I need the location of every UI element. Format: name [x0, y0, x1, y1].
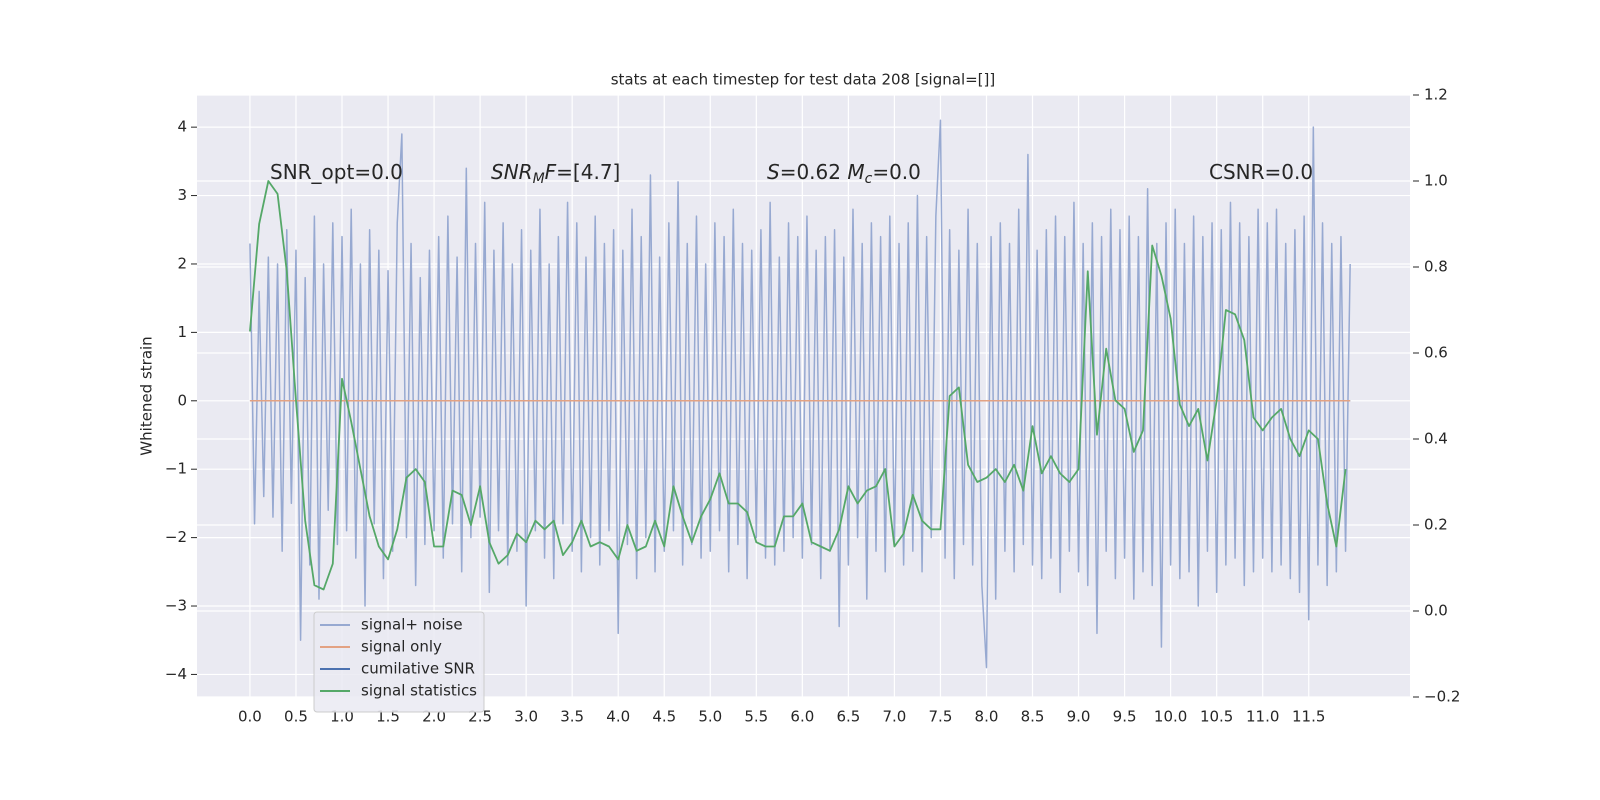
series-line: [249, 119, 1351, 669]
y-tick-label: −3: [165, 597, 187, 615]
y-tick-label: 2: [177, 254, 187, 272]
legend-label: signal only: [361, 638, 442, 656]
legend-label: cumilative SNR: [361, 660, 475, 678]
y-tick-label: 3: [177, 186, 187, 204]
y2-tick-label: 1.2: [1424, 86, 1448, 104]
x-tick-label: 11.5: [1292, 708, 1325, 726]
y2-tick-label: 0.2: [1424, 516, 1448, 534]
x-tick-label: 8.0: [975, 708, 999, 726]
legend-box: [313, 611, 485, 713]
annotation-part: CSNR=0.0: [1209, 160, 1313, 184]
y-tick-label: −1: [165, 460, 187, 478]
annotation-part: F=[4.7]: [545, 160, 621, 184]
y2-tick-label: 0.6: [1424, 344, 1448, 362]
legend-label: signal statistics: [361, 682, 477, 700]
annotation: S=0.62 Mc=0.0: [767, 160, 921, 188]
annotation-part: S: [767, 160, 780, 184]
y-tick-label: −4: [165, 665, 187, 683]
annotation-part: M: [533, 171, 545, 187]
y2-tick-label: −0.2: [1424, 688, 1460, 706]
annotation: CSNR=0.0: [1209, 160, 1313, 184]
annotation-part: SNR: [491, 160, 533, 184]
annotation-part-rest: =[4.7]: [556, 160, 620, 184]
legend: signal+ noise signal only cumilative SNR si…: [313, 611, 485, 713]
x-tick-label: 0.5: [284, 708, 308, 726]
y-tick-label: 0: [177, 391, 187, 409]
x-tick-label: 9.0: [1067, 708, 1091, 726]
x-tick-label: 7.0: [882, 708, 906, 726]
annotation-part-italic: F: [545, 160, 557, 184]
axes: 0.0 0.5 1.0 1.5 2.0 2.5 3.0 3.5 4.0 4.5 5.0 5.5 6.0 6…: [165, 86, 1461, 726]
x-tick-label: 4.0: [606, 708, 630, 726]
x-tick-label: 9.5: [1113, 708, 1137, 726]
annotation-part: =0.0: [872, 160, 921, 184]
x-tick-label: 0.0: [238, 708, 262, 726]
x-tick-label: 5.5: [744, 708, 768, 726]
y-tick-label: 4: [177, 118, 187, 136]
x-tick-label: 7.5: [929, 708, 953, 726]
annotation-part: SNR_opt=0.0: [270, 160, 403, 184]
legend-label: signal+ noise: [361, 616, 463, 634]
x-tick-label: 8.5: [1021, 708, 1045, 726]
annotations: SNR_opt=0.0 SNRMF=[4.7] S=0.62 Mc=0.0 CSNR=…: [270, 160, 1313, 188]
y-tick-label: 1: [177, 323, 187, 341]
x-tick-label: 4.5: [652, 708, 676, 726]
annotation-part: =0.62: [780, 160, 848, 184]
series-line: [249, 180, 1347, 591]
x-tick-label: 3.0: [514, 708, 538, 726]
x-tick-label: 3.5: [560, 708, 584, 726]
y2-tick-label: 1.0: [1424, 172, 1448, 190]
annotation-part: M: [847, 160, 864, 184]
x-tick-label: 10.0: [1154, 708, 1187, 726]
y2-tick-label: 0.4: [1424, 430, 1448, 448]
marks: [249, 119, 1351, 669]
annotation: SNRMF=[4.7]: [491, 160, 620, 188]
x-tick-label: 6.5: [836, 708, 860, 726]
y-tick-label: −2: [165, 528, 187, 546]
annotation: SNR_opt=0.0: [270, 160, 403, 184]
x-tick-label: 6.0: [790, 708, 814, 726]
y2-tick-label: 0.8: [1424, 258, 1448, 276]
x-tick-label: 10.5: [1200, 708, 1233, 726]
chart-title: stats at each timestep for test data 208…: [611, 71, 996, 89]
x-tick-label: 5.0: [698, 708, 722, 726]
y2-tick-label: 0.0: [1424, 602, 1448, 620]
x-tick-label: 11.0: [1246, 708, 1279, 726]
y-axis-label: Whitened strain: [138, 336, 156, 455]
annotation-part: c: [865, 171, 873, 187]
